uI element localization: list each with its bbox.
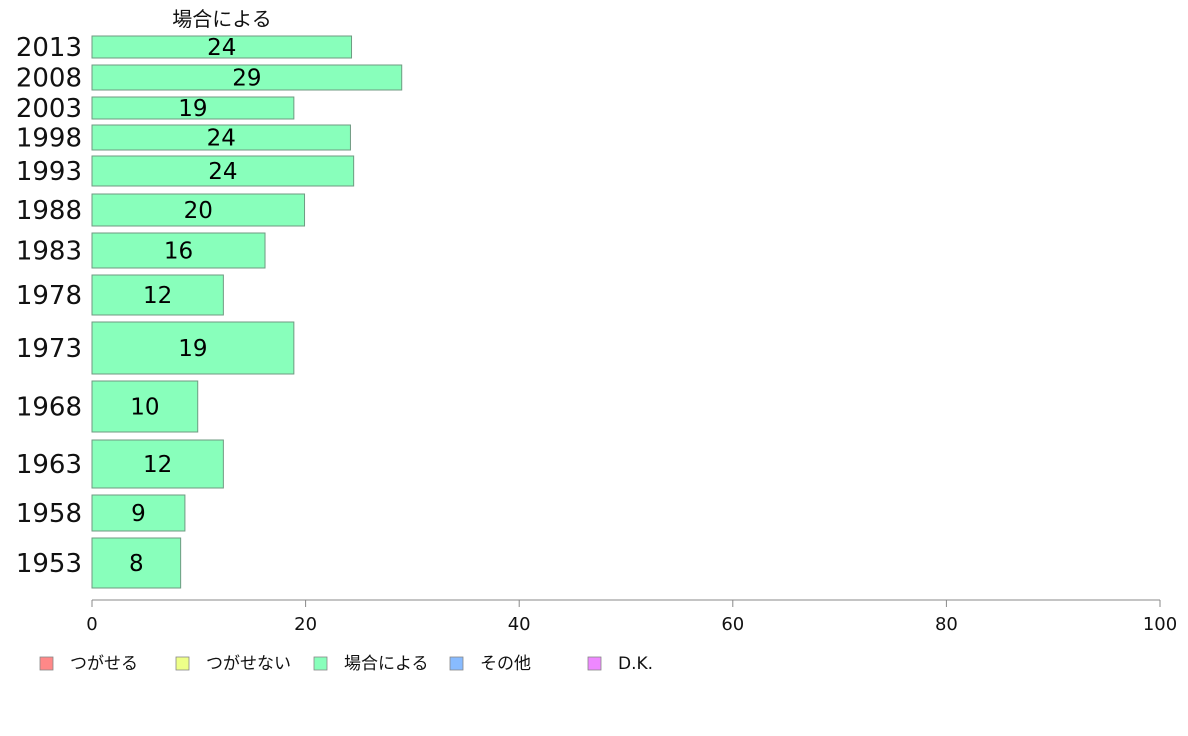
legend-label-0: つがせる	[70, 654, 138, 674]
data-label-1963: 12	[143, 452, 172, 478]
legend-swatch-3	[449, 656, 464, 671]
x-tick-label-80: 80	[935, 614, 958, 635]
data-label-1968: 10	[130, 395, 159, 421]
data-label-1958: 9	[131, 501, 146, 527]
bar-2003	[91, 96, 295, 120]
x-axis-ticks: 0 20 40 60 80 100	[86, 600, 1177, 635]
data-label-1978: 12	[143, 283, 172, 309]
bar-1993	[91, 155, 355, 187]
bar-1968	[91, 380, 199, 433]
legend-label-4: D.K.	[618, 654, 653, 674]
x-tick-label-20: 20	[294, 614, 317, 635]
bar-2008	[91, 64, 403, 91]
data-label-2008: 29	[232, 66, 261, 92]
category-label-1958: 1958	[16, 499, 82, 529]
legend-swatch-4	[587, 656, 602, 671]
category-label-1998: 1998	[16, 124, 82, 154]
category-label-1953: 1953	[16, 549, 82, 579]
legend: つがせる つがせない 場合による その他 D.K.	[39, 654, 653, 674]
x-tick-label-60: 60	[721, 614, 744, 635]
bar-1963	[91, 439, 224, 489]
category-label-2013: 2013	[16, 33, 82, 63]
category-label-1983: 1983	[16, 237, 82, 267]
data-label-1983: 16	[164, 239, 193, 265]
legend-label-2: 場合による	[344, 654, 429, 674]
data-label-1953: 8	[129, 551, 144, 577]
bar-1978	[91, 274, 224, 316]
category-label-1978: 1978	[16, 281, 82, 311]
data-label-1993: 24	[208, 159, 237, 185]
bar-1958	[91, 494, 186, 532]
legend-label-3: その他	[480, 654, 531, 674]
data-label-2013: 24	[207, 35, 236, 61]
legend-label-1: つがせない	[206, 654, 291, 674]
legend-swatch-0	[39, 656, 54, 671]
data-label-2003: 19	[178, 96, 207, 122]
category-label-1968: 1968	[16, 393, 82, 423]
category-label-1993: 1993	[16, 157, 82, 187]
x-tick-label-100: 100	[1143, 614, 1177, 635]
x-tick-label-0: 0	[86, 614, 97, 635]
legend-swatch-2	[313, 656, 328, 671]
category-label-2008: 2008	[16, 64, 82, 94]
series-title: 場合による	[172, 7, 271, 31]
category-label-2003: 2003	[16, 94, 82, 124]
category-label-1988: 1988	[16, 196, 82, 226]
bar-2013	[91, 35, 353, 59]
x-tick-label-40: 40	[508, 614, 531, 635]
bar-1953	[91, 537, 182, 589]
legend-swatch-1	[175, 656, 190, 671]
bar-1988	[91, 193, 306, 227]
category-label-1973: 1973	[16, 334, 82, 364]
bar-1973	[91, 321, 295, 375]
bar-1983	[91, 232, 266, 269]
bar-group	[91, 35, 403, 589]
data-label-1998: 24	[207, 126, 236, 152]
bar-1998	[91, 124, 351, 151]
category-label-1963: 1963	[16, 450, 82, 480]
data-label-1988: 20	[184, 198, 213, 224]
data-label-1973: 19	[178, 336, 207, 362]
